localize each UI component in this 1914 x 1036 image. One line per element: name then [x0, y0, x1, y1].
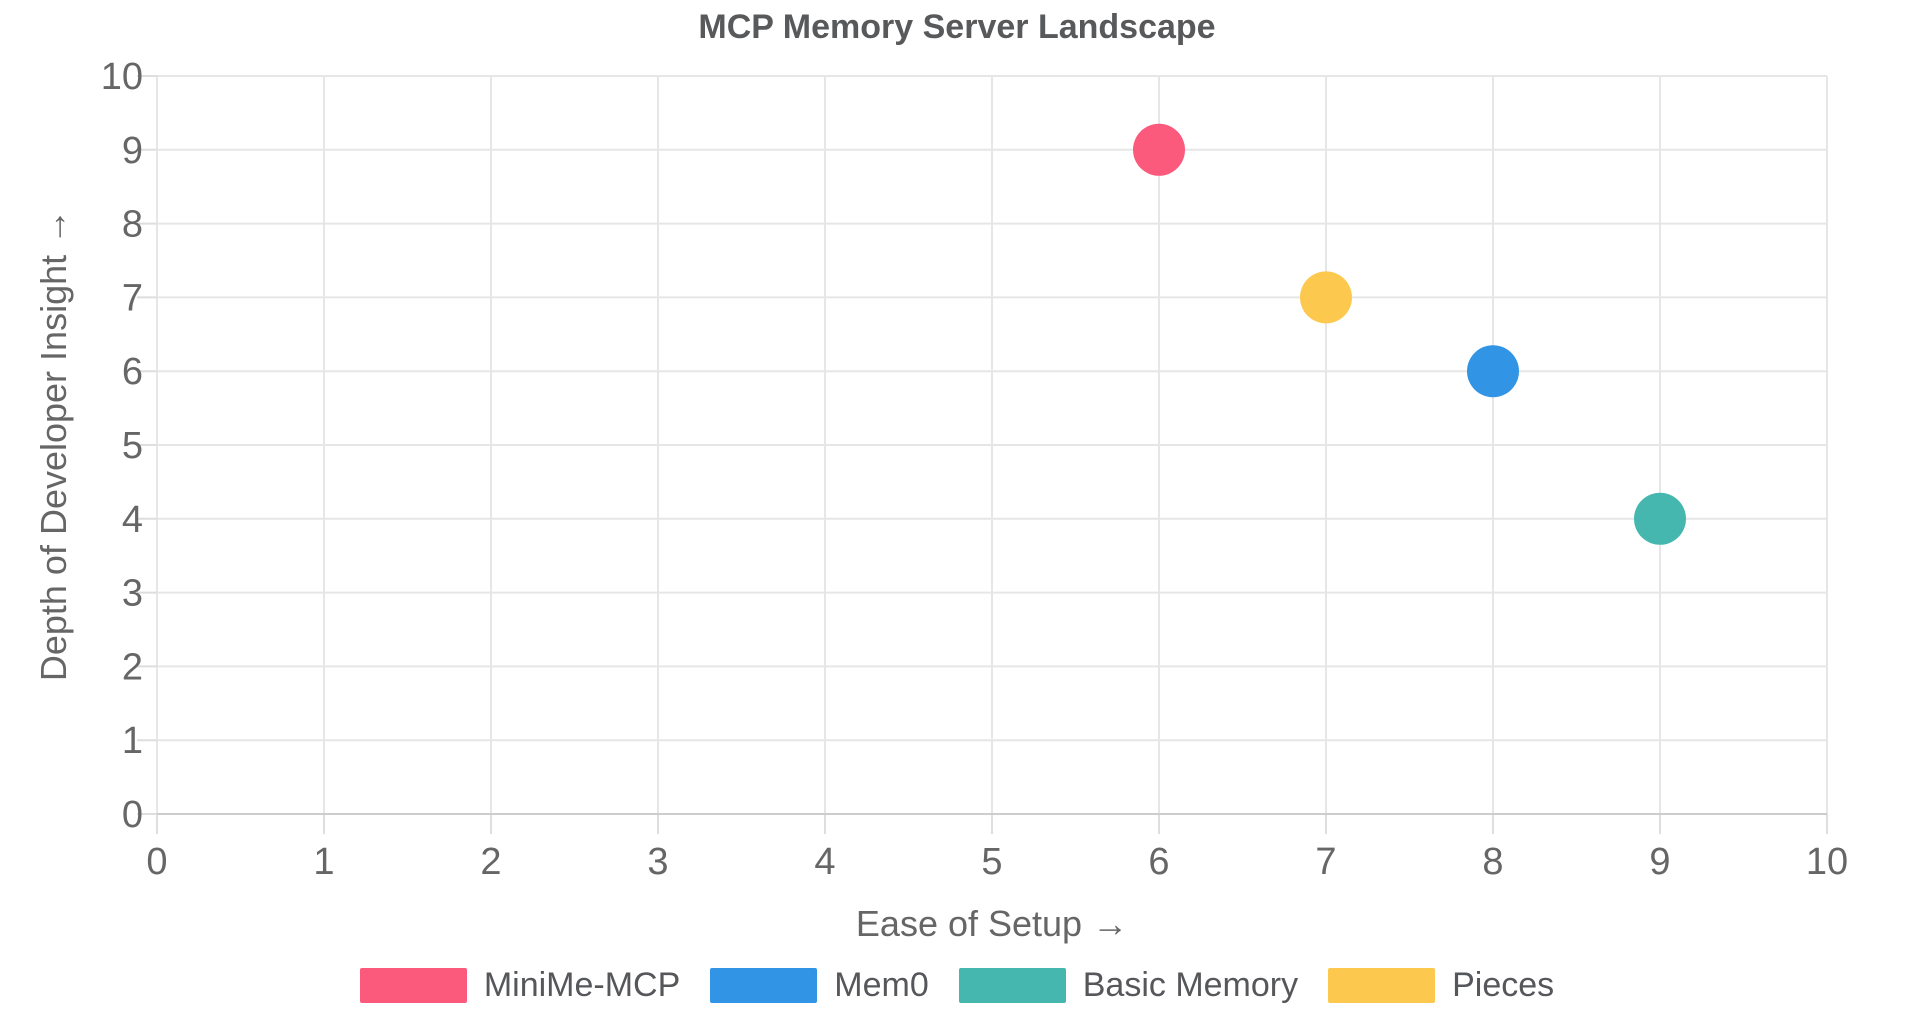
legend-swatch-pieces [1328, 968, 1436, 1003]
data-point-mem0[interactable] [1467, 345, 1519, 398]
x-tick-label: 4 [814, 841, 835, 883]
legend-item-mem0[interactable]: Mem0 [710, 966, 929, 1005]
chart-title: MCP Memory Server Landscape [698, 8, 1216, 46]
legend: MiniMe-MCP Mem0 Basic Memory Pieces [0, 966, 1914, 1005]
legend-item-basic-memory[interactable]: Basic Memory [958, 966, 1299, 1005]
x-tick-label: 3 [647, 841, 668, 883]
y-tick-label: 0 [122, 794, 143, 836]
data-point-basic-memory[interactable] [1634, 492, 1686, 545]
y-tick-label: 7 [122, 277, 143, 319]
x-tick-label: 8 [1482, 841, 1503, 883]
data-point-pieces[interactable] [1300, 271, 1352, 324]
y-tick-label: 8 [122, 204, 143, 246]
x-tick-label: 9 [1649, 841, 1670, 883]
legend-item-pieces[interactable]: Pieces [1328, 966, 1554, 1005]
x-tick-label: 7 [1315, 841, 1336, 883]
y-axis-title: Depth of Developer Insight → [33, 208, 74, 682]
x-tick-label: 2 [480, 841, 501, 883]
legend-item-minime-mcp[interactable]: MiniMe-MCP [359, 966, 681, 1005]
legend-swatch-basic-memory [958, 968, 1066, 1003]
y-tick-label: 9 [122, 130, 143, 172]
y-tick-label: 1 [122, 720, 143, 762]
legend-swatch-minime-mcp [359, 968, 467, 1003]
legend-label: MiniMe-MCP [483, 966, 681, 1004]
y-tick-label: 2 [122, 646, 143, 688]
data-point-minime-mcp[interactable] [1133, 123, 1185, 176]
legend-label: Basic Memory [1082, 966, 1299, 1004]
y-tick-label: 3 [122, 573, 143, 615]
y-tick-label: 5 [122, 425, 143, 467]
legend-label: Pieces [1452, 966, 1555, 1004]
x-tick-label: 10 [1806, 841, 1848, 883]
x-tick-label: 1 [313, 841, 334, 883]
legend-swatch-mem0 [710, 968, 818, 1003]
x-tick-label: 0 [146, 841, 167, 883]
legend-label: Mem0 [834, 966, 929, 1004]
y-tick-label: 10 [101, 56, 143, 98]
y-tick-label: 6 [122, 351, 143, 393]
x-tick-label: 5 [981, 841, 1002, 883]
x-tick-label: 6 [1148, 841, 1169, 883]
x-axis-title: Ease of Setup → [855, 903, 1129, 944]
y-tick-label: 4 [122, 499, 143, 541]
